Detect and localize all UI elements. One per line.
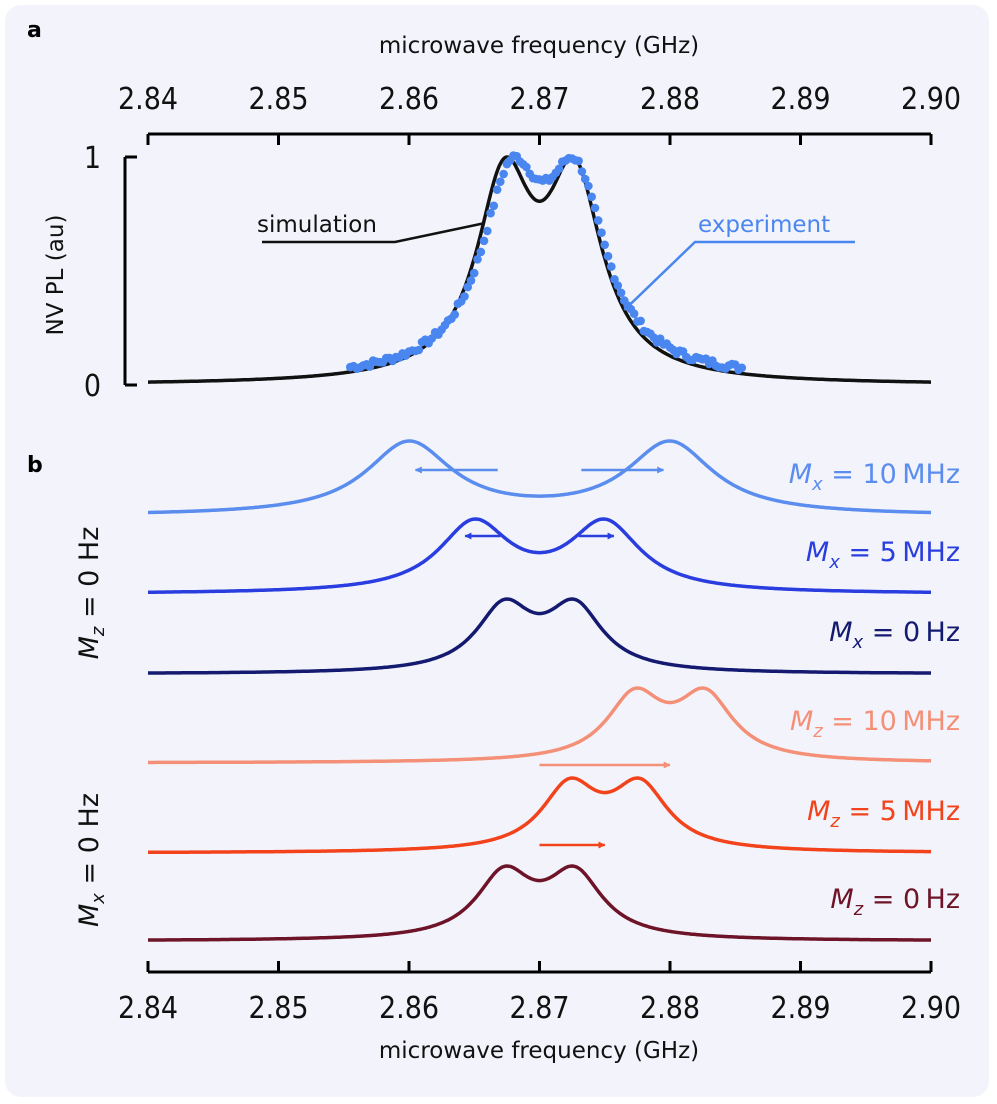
experiment-point bbox=[600, 240, 609, 250]
y-tick-label: 1 bbox=[84, 141, 101, 176]
trace-label: Mx = 10 MHz bbox=[789, 459, 960, 495]
experiment-point bbox=[473, 255, 482, 264]
experiment-point bbox=[737, 363, 747, 373]
top-x-tick-label: 2.88 bbox=[640, 82, 700, 117]
top-x-tick-label: 2.89 bbox=[770, 82, 830, 117]
chart-svg: a b microwave frequency (GHz) microwave … bbox=[27, 18, 961, 1064]
experiment-point bbox=[636, 316, 645, 326]
experiment-point bbox=[466, 276, 476, 285]
panel-b-plot: Mx = 10 MHz Mx = 5 MHz Mx = 0 Hz Mz = 10 MH… bbox=[148, 439, 960, 942]
experiment-point bbox=[616, 288, 626, 298]
top-x-tick-label: 2.87 bbox=[509, 82, 569, 117]
experiment-point bbox=[580, 174, 590, 184]
trace-line bbox=[148, 864, 931, 942]
simulation-line bbox=[148, 155, 931, 384]
trace-line bbox=[148, 686, 931, 765]
axes-layer: 2.84 2.85 2.86 2.87 2.88 2.89 2.90 2.84 2.85 2.86… bbox=[84, 82, 961, 1026]
top-axis-title: microwave frequency (GHz) bbox=[379, 33, 699, 59]
experiment-point bbox=[469, 268, 479, 278]
experiment-point bbox=[629, 309, 639, 319]
experiment-point bbox=[479, 236, 489, 246]
experiment-point bbox=[577, 167, 587, 176]
experiment-point bbox=[613, 281, 623, 290]
experiment-point bbox=[460, 292, 469, 301]
top-x-tick-label: 2.84 bbox=[118, 82, 178, 117]
panel-a-letter: a bbox=[27, 18, 42, 43]
trace-line bbox=[148, 517, 931, 594]
simulation-leader bbox=[262, 222, 484, 244]
experiment-point bbox=[587, 192, 596, 202]
experiment-point bbox=[607, 262, 616, 271]
side-label-mz: Mz = 0 Hz bbox=[74, 527, 109, 660]
bottom-x-tick-label: 2.87 bbox=[509, 991, 569, 1026]
side-label-mx: Mx = 0 Hz bbox=[74, 793, 109, 927]
experiment-leader bbox=[623, 240, 855, 311]
bottom-x-tick-label: 2.84 bbox=[118, 991, 178, 1026]
experiment-point bbox=[476, 247, 486, 257]
experiment-point bbox=[463, 282, 473, 292]
trace-label: Mx = 5 MHz bbox=[806, 537, 960, 573]
bottom-x-tick-label: 2.85 bbox=[248, 991, 308, 1026]
panel-b-letter: b bbox=[27, 453, 43, 478]
experiment-point bbox=[450, 310, 460, 319]
experiment-point bbox=[597, 228, 606, 237]
experiment-point bbox=[483, 226, 492, 236]
experiment-annotation: experiment bbox=[698, 212, 830, 238]
experiment-point bbox=[593, 216, 603, 225]
bottom-x-tick-label: 2.90 bbox=[901, 991, 961, 1026]
experiment-point bbox=[414, 345, 424, 355]
y-tick-label: 0 bbox=[84, 369, 101, 404]
experiment-point bbox=[603, 251, 613, 261]
experiment-point bbox=[486, 208, 495, 218]
panel-a-plot: simulation experiment bbox=[148, 151, 931, 384]
bottom-x-tick-label: 2.89 bbox=[770, 991, 830, 1026]
trace-label: Mz = 0 Hz bbox=[830, 884, 960, 920]
y-axis-title: NV PL (au) bbox=[43, 215, 69, 336]
trace-line bbox=[148, 776, 931, 855]
bottom-axis-title: microwave frequency (GHz) bbox=[379, 1038, 699, 1064]
experiment-point bbox=[574, 156, 583, 166]
trace-label: Mz = 5 MHz bbox=[807, 796, 960, 832]
trace-line bbox=[148, 597, 931, 675]
top-x-tick-label: 2.90 bbox=[901, 82, 961, 117]
top-x-tick-label: 2.86 bbox=[379, 82, 439, 117]
bottom-x-tick-label: 2.88 bbox=[640, 991, 700, 1026]
bottom-x-tick-label: 2.86 bbox=[379, 991, 439, 1026]
experiment-point bbox=[496, 177, 505, 186]
experiment-point bbox=[584, 181, 593, 191]
experiment-point bbox=[489, 201, 499, 211]
experiment-point bbox=[499, 169, 508, 179]
experiment-point bbox=[554, 164, 564, 174]
experiment-point bbox=[590, 203, 600, 213]
trace-label: Mx = 0 Hz bbox=[829, 617, 960, 653]
trace-line bbox=[148, 439, 931, 515]
trace-label: Mz = 10 MHz bbox=[790, 706, 960, 742]
figure-panel: a b microwave frequency (GHz) microwave … bbox=[5, 5, 989, 1097]
experiment-point bbox=[522, 162, 531, 172]
simulation-annotation: simulation bbox=[257, 212, 377, 238]
top-x-tick-label: 2.85 bbox=[248, 82, 308, 117]
experiment-point bbox=[492, 185, 502, 194]
